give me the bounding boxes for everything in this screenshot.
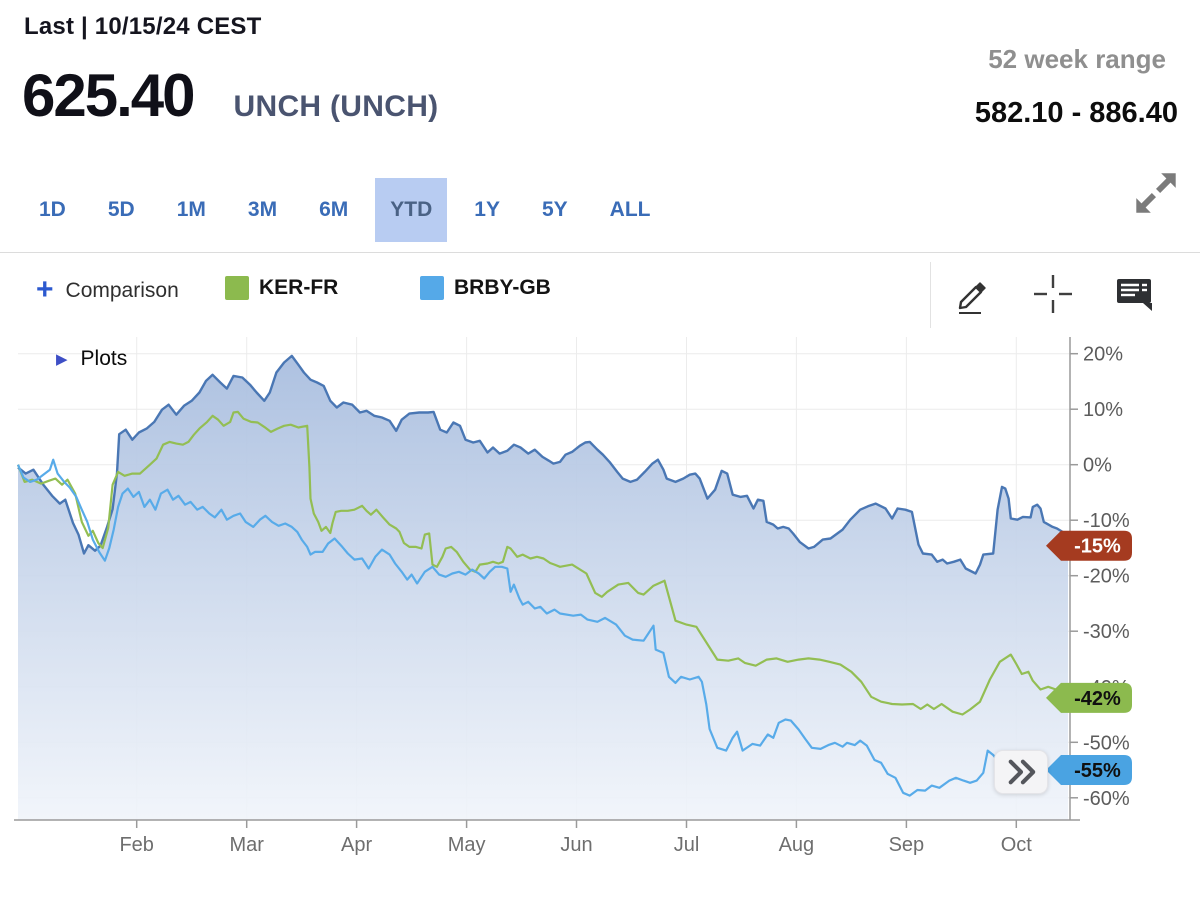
range-value: 582.10 - 886.40 bbox=[974, 97, 1178, 129]
price-area-fill bbox=[18, 355, 1068, 820]
tab-5y[interactable]: 5Y bbox=[527, 178, 583, 242]
y-axis-label: 20% bbox=[1083, 344, 1123, 366]
y-axis-label: -50% bbox=[1083, 732, 1130, 754]
tab-5d[interactable]: 5D bbox=[93, 178, 150, 242]
x-axis-label: Aug bbox=[779, 834, 815, 856]
x-axis-label: Mar bbox=[229, 834, 264, 856]
price-chart[interactable]: 20%10%0%-10%-20%-30%-40%-50%-60%FebMarAp… bbox=[0, 330, 1200, 875]
x-axis-label: Apr bbox=[341, 834, 372, 856]
axes: 20%10%0%-10%-20%-30%-40%-50%-60%FebMarAp… bbox=[14, 337, 1130, 856]
tab-3m[interactable]: 3M bbox=[233, 178, 292, 242]
expand-chart-button[interactable] bbox=[1126, 164, 1186, 224]
y-axis-label: 0% bbox=[1083, 455, 1112, 477]
tab-1m[interactable]: 1M bbox=[162, 178, 221, 242]
annotation-tool-button[interactable] bbox=[1110, 270, 1160, 320]
tab-1d[interactable]: 1D bbox=[24, 178, 81, 242]
annotation-icon bbox=[1117, 278, 1152, 311]
svg-text:-42%: -42% bbox=[1074, 688, 1121, 710]
double-chevron-right-icon bbox=[1008, 759, 1036, 785]
x-axis-label: Oct bbox=[1001, 834, 1033, 856]
comparison-label: Comparison bbox=[65, 279, 179, 302]
legend-label: BRBY-GB bbox=[454, 276, 551, 299]
last-value-badge-ker-fr: -42% bbox=[1046, 682, 1132, 713]
y-axis-label: -20% bbox=[1083, 566, 1130, 588]
last-value-badge-brby-gb: -55% bbox=[1046, 755, 1132, 785]
pencil-icon bbox=[958, 281, 986, 314]
price-row: 625.40 UNCH (UNCH) bbox=[22, 66, 438, 126]
last-value-badge-main-price: -15% bbox=[1046, 530, 1132, 561]
svg-text:-15%: -15% bbox=[1074, 536, 1121, 558]
chart-toolbar: + Comparison KER-FR BRBY-GB bbox=[0, 262, 1200, 330]
legend-swatch-ker-fr bbox=[225, 276, 249, 300]
x-axis-label: Jul bbox=[674, 834, 700, 856]
x-axis-label: Feb bbox=[119, 834, 153, 856]
crosshair-icon bbox=[1034, 274, 1072, 313]
comparison-line-brby-gb bbox=[16, 458, 1069, 797]
last-price-timestamp: Last | 10/15/24 CEST bbox=[24, 13, 262, 40]
triangle-right-icon: ▶ bbox=[56, 351, 68, 368]
x-axis-label: Jun bbox=[560, 834, 592, 856]
y-axis-label: -30% bbox=[1083, 621, 1130, 643]
comparison-line-ker-fr bbox=[16, 410, 1069, 716]
expand-icon bbox=[1136, 172, 1176, 213]
plots-toggle-button[interactable]: ▶ Plots bbox=[56, 347, 127, 371]
draw-tool-button[interactable] bbox=[948, 270, 998, 320]
price-change: UNCH (UNCH) bbox=[233, 90, 439, 123]
y-axis-label: 10% bbox=[1083, 399, 1123, 421]
tab-all[interactable]: ALL bbox=[595, 178, 666, 242]
crosshair-tool-button[interactable] bbox=[1028, 270, 1078, 320]
svg-text:-55%: -55% bbox=[1074, 760, 1121, 782]
tabs-divider bbox=[0, 252, 1200, 253]
tab-1y[interactable]: 1Y bbox=[459, 178, 515, 242]
add-comparison-button[interactable]: + Comparison bbox=[36, 273, 179, 306]
plots-label: Plots bbox=[80, 347, 128, 370]
legend-label: KER-FR bbox=[259, 276, 339, 299]
x-axis-label: Sep bbox=[889, 834, 925, 856]
legend-item-brby-gb[interactable]: BRBY-GB bbox=[420, 276, 551, 300]
price-series-line bbox=[17, 354, 1070, 575]
tab-6m[interactable]: 6M bbox=[304, 178, 363, 242]
toolbar-divider bbox=[930, 262, 931, 328]
last-price: 625.40 bbox=[22, 62, 196, 129]
legend-swatch-brby-gb bbox=[420, 276, 444, 300]
range-label: 52 week range bbox=[988, 44, 1166, 74]
legend-item-ker-fr[interactable]: KER-FR bbox=[225, 276, 338, 300]
y-axis-label: -60% bbox=[1083, 788, 1130, 810]
time-range-tabs: 1D 5D 1M 3M 6M YTD 1Y 5Y ALL bbox=[24, 178, 665, 242]
tab-ytd[interactable]: YTD bbox=[375, 178, 448, 242]
y-axis-label: -10% bbox=[1083, 510, 1130, 532]
x-axis-label: May bbox=[448, 834, 486, 856]
plus-icon: + bbox=[36, 273, 54, 306]
scroll-labels-button[interactable] bbox=[994, 750, 1048, 794]
